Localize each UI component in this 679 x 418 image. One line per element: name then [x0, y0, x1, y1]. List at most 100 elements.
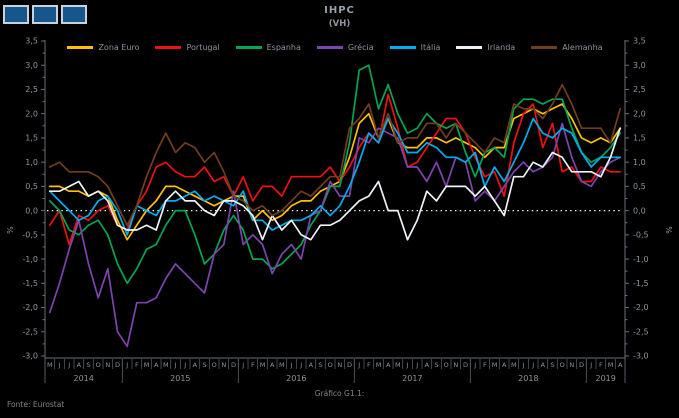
x-axis-month-label: J	[241, 361, 244, 369]
y-axis-label-left: 1,0	[25, 158, 38, 167]
x-axis-month-label: J	[290, 361, 293, 369]
y-axis-title-left: %	[6, 226, 15, 234]
x-axis-month-label: J	[125, 361, 128, 369]
x-axis-month-label: J	[357, 361, 360, 369]
x-axis-month-label: J	[415, 361, 418, 369]
x-axis-month-label: S	[86, 361, 90, 369]
x-axis-month-label: M	[492, 361, 498, 369]
x-axis-month-label: O	[212, 361, 217, 369]
x-axis-month-label: A	[541, 361, 546, 369]
x-axis-month-label: J	[406, 361, 409, 369]
y-axis-label-left: -3,0	[22, 352, 38, 361]
chart-legend: Zona Euro Portugal Espanha Grécia Itália Irla…	[45, 43, 625, 52]
x-axis-month-label: S	[318, 361, 322, 369]
x-axis-month-label: J	[589, 361, 592, 369]
legend-swatch	[531, 46, 558, 49]
y-axis-label-left: 0,0	[25, 206, 38, 215]
series-line-espanha	[48, 64, 622, 285]
x-axis-month-label: A	[309, 361, 314, 369]
series-line-portugal	[48, 93, 622, 246]
x-axis-year-label: 2019	[595, 374, 615, 383]
y-axis-label-left: -1,5	[22, 279, 38, 288]
x-axis-year-label: 2015	[170, 374, 190, 383]
x-axis-month-label: S	[550, 361, 554, 369]
x-axis-month-label: O	[444, 361, 449, 369]
x-axis-month-label: O	[328, 361, 333, 369]
x-axis-month-label: F	[483, 361, 487, 369]
y-axis-label-right: 1,0	[633, 158, 646, 167]
x-axis-month-label: N	[569, 361, 574, 369]
legend-swatch	[67, 46, 94, 49]
x-axis-month-label: M	[608, 361, 614, 369]
logo-square	[3, 5, 29, 24]
x-axis-year-label: 2016	[286, 374, 306, 383]
y-axis-label-right: 3,0	[633, 61, 646, 70]
legend-item-italia: Itália	[389, 43, 440, 52]
x-axis-month-label: M	[47, 361, 53, 369]
x-axis-month-label: F	[599, 361, 603, 369]
x-axis-month-label: N	[453, 361, 458, 369]
x-axis-month-label: J	[174, 361, 177, 369]
x-axis-month-label: D	[463, 361, 468, 369]
y-axis-label-left: 0,5	[25, 182, 38, 191]
legend-swatch	[456, 46, 483, 49]
y-axis-label-left: 2,5	[25, 85, 38, 94]
y-axis-label-left: -1,0	[22, 255, 38, 264]
series-line-alemanha	[48, 83, 622, 227]
logo-square	[61, 5, 87, 24]
x-axis-month-label: A	[502, 361, 507, 369]
y-axis-label-right: -2,5	[633, 327, 649, 336]
x-axis-month-label: M	[376, 361, 382, 369]
x-axis-month-label: O	[96, 361, 101, 369]
x-axis-month-label: N	[337, 361, 342, 369]
x-axis-month-label: D	[115, 361, 120, 369]
y-axis-label-left: -2,0	[22, 303, 38, 312]
legend-label: Grécia	[347, 43, 374, 52]
x-axis-month-label: N	[105, 361, 110, 369]
y-axis-label-right: 2,0	[633, 109, 646, 118]
y-axis-label-right: -1,5	[633, 279, 649, 288]
x-axis-month-label: M	[144, 361, 150, 369]
page-title: IHPC	[324, 5, 355, 16]
y-axis-label-right: -1,0	[633, 255, 649, 264]
legend-swatch	[155, 46, 182, 49]
y-axis-title-right: %	[664, 226, 673, 234]
x-axis-month-label: F	[367, 361, 371, 369]
legend-label: Espanha	[266, 43, 301, 52]
x-axis-month-label: F	[251, 361, 255, 369]
y-axis-label-right: 0,0	[633, 206, 646, 215]
x-axis-month-label: A	[270, 361, 275, 369]
y-axis-label-right: -2,0	[633, 303, 649, 312]
x-axis-month-label: A	[425, 361, 430, 369]
x-axis-month-label: M	[279, 361, 285, 369]
x-axis-month-label: J	[531, 361, 534, 369]
chart-caption: Gráfico G1.1:	[314, 389, 365, 398]
three-blue-squares-logo	[3, 5, 87, 24]
x-axis-year-label: 2014	[73, 374, 93, 383]
legend-label: Irlanda	[487, 43, 516, 52]
series-line-grecia	[48, 122, 622, 348]
y-axis-label-left: -2,5	[22, 327, 38, 336]
x-axis-month-label: A	[193, 361, 198, 369]
series-line-irlanda	[48, 127, 622, 241]
x-axis-month-label: A	[77, 361, 82, 369]
legend-item-grecia: Grécia	[316, 43, 374, 52]
y-axis-label-left: -0,5	[22, 231, 38, 240]
legend-swatch	[235, 46, 262, 49]
x-axis-month-label: N	[221, 361, 226, 369]
x-axis-month-label: D	[347, 361, 352, 369]
x-axis-month-label: A	[386, 361, 391, 369]
x-axis-month-label: S	[434, 361, 438, 369]
x-axis-month-label: D	[579, 361, 584, 369]
x-axis-month-label: M	[395, 361, 401, 369]
legend-item-portugal: Portugal	[155, 43, 220, 52]
series-line-italia	[48, 117, 622, 236]
y-axis-label-right: -0,5	[633, 231, 649, 240]
y-axis-label-left: 3,0	[25, 61, 38, 70]
legend-item-irlanda: Irlanda	[456, 43, 515, 52]
x-axis-month-label: A	[154, 361, 159, 369]
legend-swatch	[316, 46, 343, 49]
source-note: Fonte: Eurostat	[7, 400, 65, 409]
